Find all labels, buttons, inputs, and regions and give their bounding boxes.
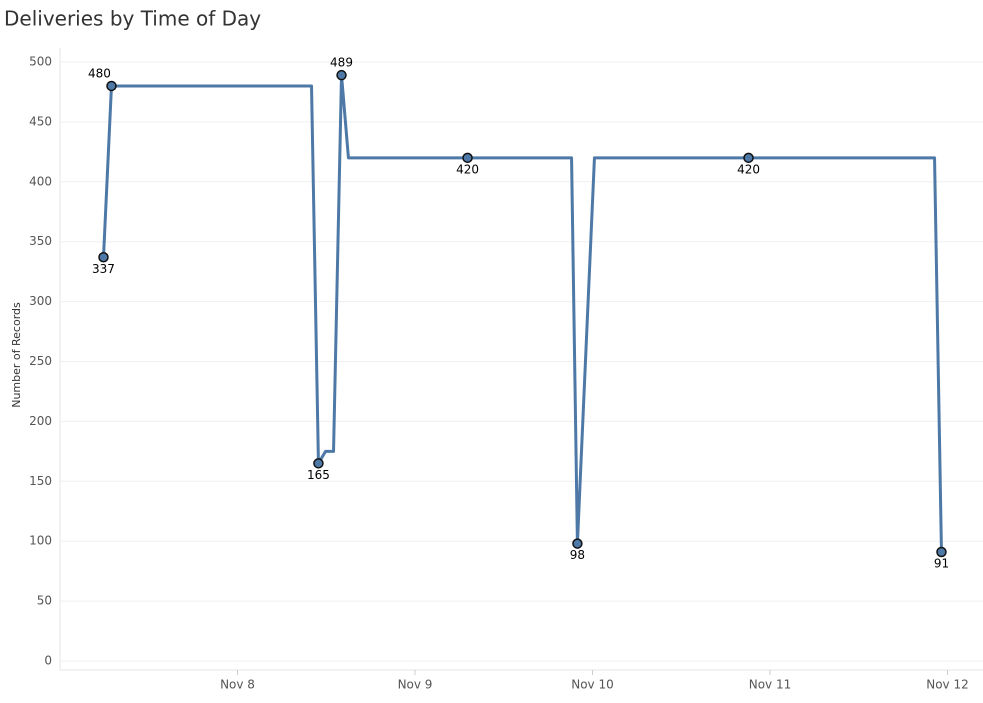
x-tick-label: Nov 12 [926,678,969,692]
data-label: 480 [88,66,111,80]
y-tick-label: 450 [29,114,52,128]
point [936,546,947,558]
point [743,152,754,164]
y-tick-label: 400 [29,174,52,188]
data-label: 165 [307,468,330,482]
y-axis-label: Number of Records [10,302,23,408]
y-tick-label: 200 [29,414,52,428]
data-label: 337 [92,262,115,276]
point [313,458,324,469]
line [101,73,943,553]
data-label: 489 [330,56,353,70]
data-label: 420 [737,162,760,176]
x-tick-label: Nov 8 [220,678,255,692]
y-tick-label: 0 [44,654,52,668]
y-tick-label: 500 [29,55,52,69]
point [462,152,473,164]
data-label: 98 [570,548,585,562]
y-tick-label: 100 [29,534,52,548]
y-tick-label: 150 [29,474,52,488]
data-label: 420 [456,162,479,176]
point [336,69,347,81]
chart-title: Deliveries by Time of Day [4,7,261,31]
y-tick-label: 350 [29,234,52,248]
x-tick-label: Nov 11 [749,678,792,692]
point [106,80,117,92]
y-tick-label: 50 [37,594,52,608]
y-tick-label: 300 [29,294,52,308]
point [572,538,583,549]
y-tick-label: 250 [29,354,52,368]
data-label: 91 [934,556,949,570]
x-tick-label: Nov 9 [398,678,433,692]
x-tick-label: Nov 10 [571,678,614,692]
point [98,252,109,263]
